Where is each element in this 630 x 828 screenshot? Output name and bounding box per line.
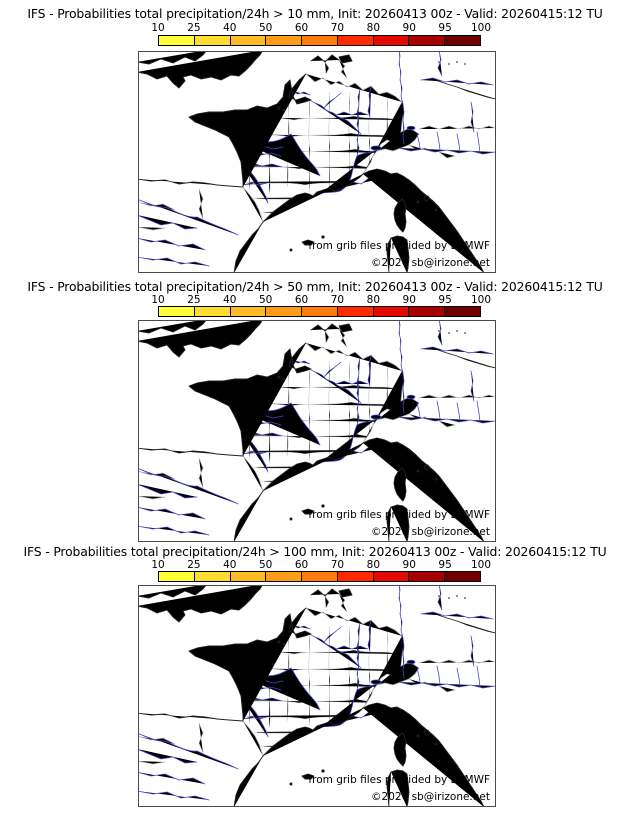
scale-tick-label: 25 [187, 559, 201, 571]
scale-tick-label: 50 [258, 294, 273, 306]
scale-tick-label: 10 [151, 294, 165, 306]
colorbar-segment [266, 36, 303, 45]
scale-tick-label: 60 [294, 294, 309, 306]
scale-tick-label: 10 [151, 559, 165, 571]
scale-tick-label: 60 [294, 559, 309, 571]
scale-tick-label: 60 [294, 22, 309, 34]
precipitation-shading [139, 52, 495, 272]
panel-title-50mm: IFS - Probabilities total precipitation/… [27, 279, 603, 294]
colorbar-segment [302, 36, 338, 45]
colorbar-ticks-50mm: 10 25 40 50 60 70 80 90 95 100 [151, 294, 491, 307]
copyright-text: ©2026 sb@irizone.net [371, 526, 490, 538]
scale-tick-label: 70 [330, 559, 345, 571]
scale-tick-label: 90 [402, 22, 416, 34]
scale-tick-label: 50 [258, 559, 273, 571]
colorbar-segment [159, 572, 195, 581]
colorbar-segment [194, 36, 231, 45]
colorbar-segment [159, 307, 195, 316]
colorbar-segment [194, 572, 231, 581]
map-10mm: from grib files provided by ECMWF ©2026 … [138, 51, 496, 273]
colorbar-ticks-100mm: 10 25 40 50 60 70 80 90 95 100 [151, 559, 491, 572]
map-50mm: from grib files provided by ECMWF ©2026 … [138, 320, 496, 542]
colorbar-segment [409, 36, 446, 45]
scale-tick-label: 80 [366, 559, 381, 571]
scale-tick-label: 40 [223, 294, 237, 306]
panel-title-10mm: IFS - Probabilities total precipitation/… [27, 6, 603, 21]
colorbar-segment [337, 36, 374, 45]
colorbar-segment [266, 572, 303, 581]
colorbar-segment [445, 307, 481, 316]
scale-tick-label: 80 [366, 294, 381, 306]
colorbar-segment [445, 572, 481, 581]
colorbar-segment [337, 572, 374, 581]
scale-tick-label: 40 [223, 22, 237, 34]
scale-tick-label: 100 [470, 22, 492, 34]
scale-tick-label: 95 [438, 294, 452, 306]
scale-tick-label: 80 [366, 22, 381, 34]
colorbar-50mm [158, 306, 481, 317]
colorbar-segment [409, 572, 446, 581]
colorbar-segment [373, 307, 410, 316]
credit-text: from grib files provided by ECMWF [308, 509, 490, 521]
france-map-canvas-10mm [139, 52, 495, 272]
france-map-canvas-100mm [139, 586, 495, 806]
colorbar-segment [194, 307, 231, 316]
colorbar-segment [445, 36, 481, 45]
france-map-canvas-50mm [139, 321, 495, 541]
scale-tick-label: 100 [470, 294, 492, 306]
scale-tick-label: 70 [330, 22, 345, 34]
colorbar-segment [302, 572, 338, 581]
scale-tick-label: 40 [223, 559, 237, 571]
scale-tick-label: 90 [402, 294, 416, 306]
scale-tick-label: 100 [470, 559, 492, 571]
scale-tick-label: 25 [187, 294, 201, 306]
map-100mm: from grib files provided by ECMWF ©2026 … [138, 585, 496, 807]
colorbar-segment [373, 572, 410, 581]
colorbar-segment [230, 36, 267, 45]
scale-tick-label: 95 [438, 22, 452, 34]
colorbar-segment [159, 36, 195, 45]
credit-text: from grib files provided by ECMWF [308, 774, 490, 786]
colorbar-segment [230, 572, 267, 581]
colorbar-100mm [158, 571, 481, 582]
scale-tick-label: 70 [330, 294, 345, 306]
scale-tick-label: 95 [438, 559, 452, 571]
colorbar-segment [230, 307, 267, 316]
scale-tick-label: 50 [258, 22, 273, 34]
colorbar-segment [409, 307, 446, 316]
colorbar-10mm [158, 35, 481, 46]
colorbar-segment [302, 307, 338, 316]
credit-text: from grib files provided by ECMWF [308, 240, 490, 252]
copyright-text: ©2026 sb@irizone.net [371, 257, 490, 269]
scale-tick-label: 90 [402, 559, 416, 571]
colorbar-ticks-10mm: 10 25 40 50 60 70 80 90 95 100 [151, 22, 491, 35]
scale-tick-label: 10 [151, 22, 165, 34]
colorbar-segment [373, 36, 410, 45]
colorbar-segment [266, 307, 303, 316]
colorbar-segment [337, 307, 374, 316]
panel-title-100mm: IFS - Probabilities total precipitation/… [23, 544, 607, 559]
scale-tick-label: 25 [187, 22, 201, 34]
copyright-text: ©2026 sb@irizone.net [371, 791, 490, 803]
